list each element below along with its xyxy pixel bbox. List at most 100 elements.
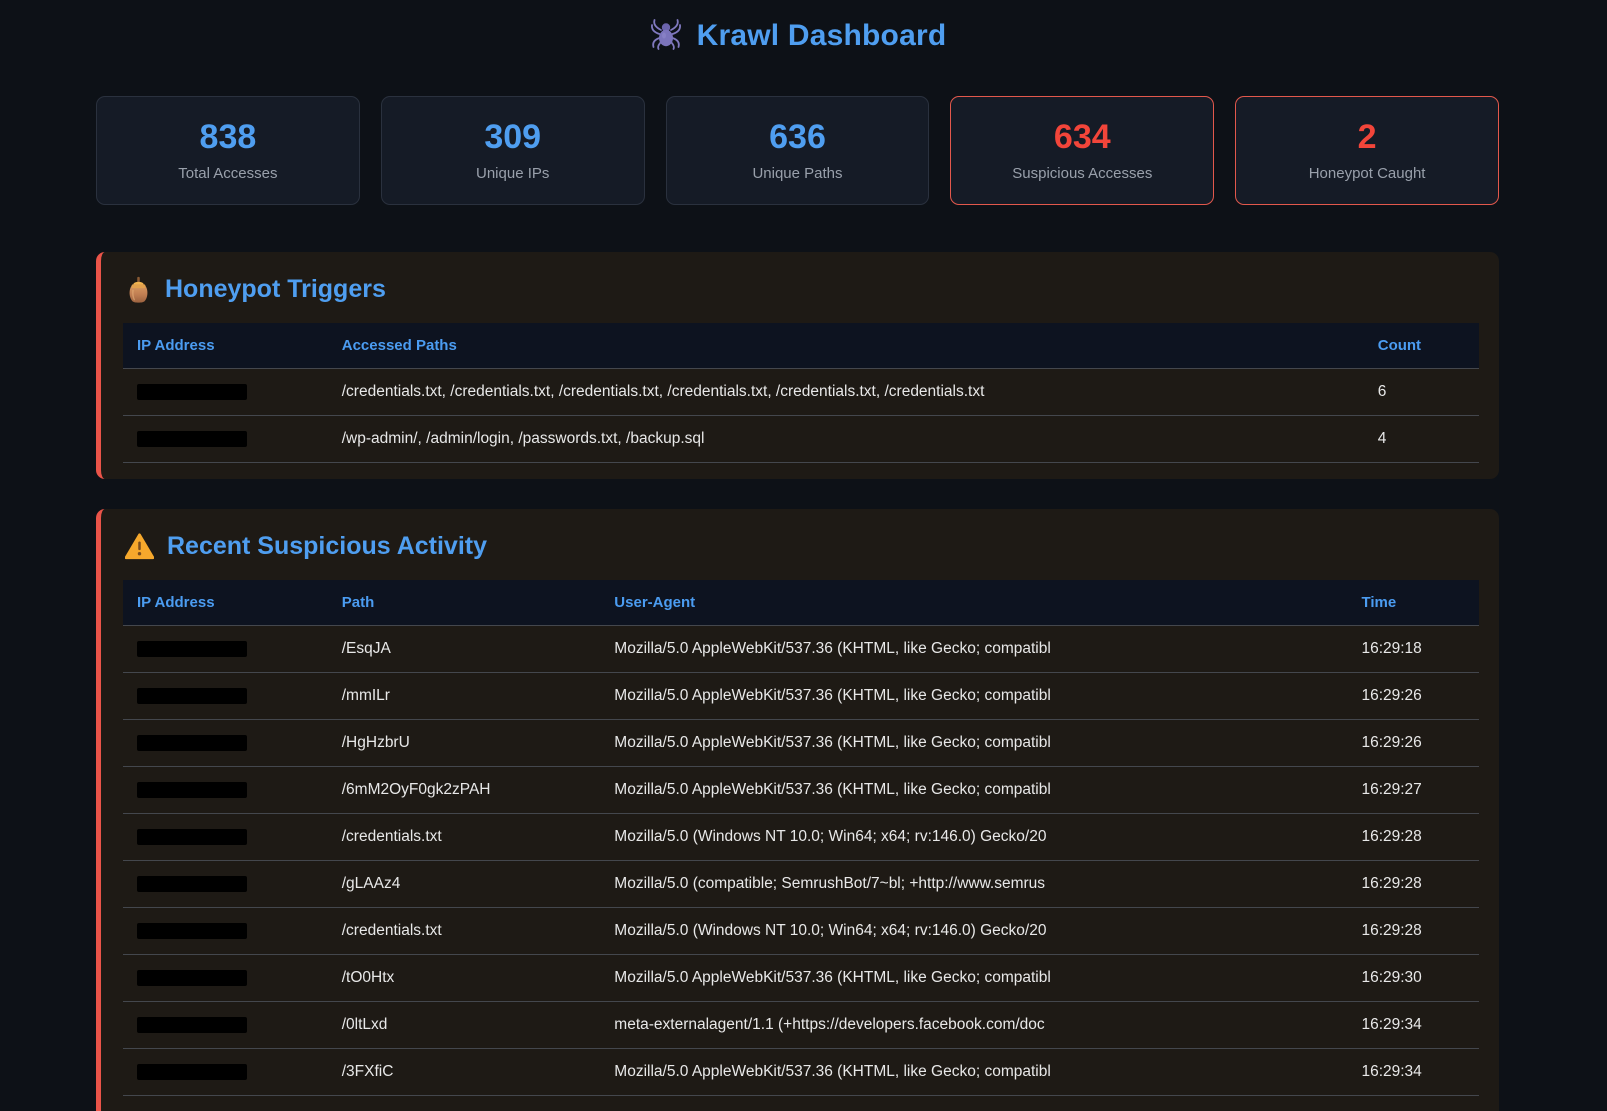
time-cell: 16:29:26: [1347, 719, 1479, 767]
stat-label: Total Accesses: [178, 164, 278, 182]
honeypot-triggers-panel: Honeypot Triggers IP Address Accessed Pa…: [96, 252, 1499, 479]
time-cell: 16:29:30: [1347, 954, 1479, 1002]
time-cell: 16:29:34: [1347, 1001, 1479, 1049]
redacted-ip: [137, 430, 247, 447]
page-header: Krawl Dashboard: [96, 16, 1499, 56]
path-cell: /EsqJA: [327, 625, 601, 673]
count-cell: 4: [1363, 415, 1479, 463]
stat-value: 309: [484, 117, 542, 156]
activity-table-row: /credentials.txt Mozilla/5.0 (Windows NT…: [123, 813, 1479, 861]
redacted-ip: [137, 383, 247, 400]
time-cell: 16:29:26: [1347, 672, 1479, 720]
suspicious-activity-table: IP Address Path User-Agent Time /EsqJA M…: [123, 580, 1479, 1096]
redacted-ip: [137, 1063, 247, 1080]
honeypot-icon: [125, 275, 152, 304]
time-cell: 16:29:18: [1347, 625, 1479, 673]
redacted-ip: [137, 828, 247, 845]
activity-table-row: /credentials.txt Mozilla/5.0 (Windows NT…: [123, 907, 1479, 955]
column-header-accessed-paths: Accessed Paths: [327, 323, 1364, 369]
activity-table-row: /6mM2OyF0gk2zPAH Mozilla/5.0 AppleWebKit…: [123, 766, 1479, 814]
time-cell: 16:29:27: [1347, 766, 1479, 814]
user-agent-cell: Mozilla/5.0 (Windows NT 10.0; Win64; x64…: [600, 907, 1348, 955]
activity-table-row: /tO0Htx Mozilla/5.0 AppleWebKit/537.36 (…: [123, 954, 1479, 1002]
stat-card-honeypot-caught: 2 Honeypot Caught: [1235, 96, 1499, 205]
ip-address-cell: [123, 813, 328, 861]
path-cell: /6mM2OyF0gk2zPAH: [327, 766, 601, 814]
user-agent-cell: Mozilla/5.0 AppleWebKit/537.36 (KHTML, l…: [600, 1048, 1348, 1096]
user-agent-cell: Mozilla/5.0 (compatible; SemrushBot/7~bl…: [600, 860, 1348, 908]
spider-icon: [649, 18, 683, 55]
ip-address-cell: [123, 860, 328, 908]
warning-icon: [125, 532, 154, 560]
column-header-path: Path: [327, 580, 601, 626]
stat-label: Unique IPs: [476, 164, 550, 182]
stat-card-unique-ips: 309 Unique IPs: [380, 96, 645, 205]
ip-address-cell: [123, 1048, 328, 1096]
path-cell: /3FXfiC: [327, 1048, 601, 1096]
redacted-ip: [137, 875, 247, 892]
path-cell: /tO0Htx: [327, 954, 601, 1002]
ip-address-cell: [123, 625, 328, 673]
activity-table-header-row: IP Address Path User-Agent Time: [123, 580, 1479, 626]
path-cell: /mmILr: [327, 672, 601, 720]
stat-card-unique-paths: 636 Unique Paths: [665, 96, 930, 205]
path-cell: /credentials.txt: [327, 907, 601, 955]
activity-table-row: /0ltLxd meta-externalagent/1.1 (+https:/…: [123, 1001, 1479, 1049]
stat-card-suspicious-accesses: 634 Suspicious Accesses: [950, 96, 1215, 205]
user-agent-cell: meta-externalagent/1.1 (+https://develop…: [600, 1001, 1348, 1049]
redacted-ip: [137, 640, 247, 657]
redacted-ip: [137, 687, 247, 704]
user-agent-cell: Mozilla/5.0 (Windows NT 10.0; Win64; x64…: [600, 813, 1348, 861]
stats-row: 838 Total Accesses 309 Unique IPs 636 Un…: [96, 96, 1499, 205]
ip-address-cell: [123, 1001, 328, 1049]
path-cell: /HgHzbrU: [327, 719, 601, 767]
ip-address-cell: [123, 907, 328, 955]
path-cell: /credentials.txt: [327, 813, 601, 861]
honeypot-table-row: /wp-admin/, /admin/login, /passwords.txt…: [123, 415, 1479, 463]
column-header-ip-address: IP Address: [123, 580, 328, 626]
column-header-user-agent: User-Agent: [600, 580, 1348, 626]
time-cell: 16:29:28: [1347, 907, 1479, 955]
honeypot-table-header-row: IP Address Accessed Paths Count: [123, 323, 1479, 369]
column-header-ip-address: IP Address: [123, 323, 328, 369]
stat-value: 636: [769, 117, 826, 156]
suspicious-activity-panel: Recent Suspicious Activity IP Address Pa…: [96, 509, 1499, 1111]
stat-value: 634: [1053, 117, 1111, 156]
user-agent-cell: Mozilla/5.0 AppleWebKit/537.36 (KHTML, l…: [600, 766, 1348, 814]
activity-table-row: /HgHzbrU Mozilla/5.0 AppleWebKit/537.36 …: [123, 719, 1479, 767]
accessed-paths-cell: /wp-admin/, /admin/login, /passwords.txt…: [327, 415, 1364, 463]
stat-label: Honeypot Caught: [1308, 164, 1426, 182]
page-title: Krawl Dashboard: [696, 19, 947, 52]
stat-label: Unique Paths: [752, 164, 843, 182]
stat-value: 2: [1357, 117, 1377, 156]
user-agent-cell: Mozilla/5.0 AppleWebKit/537.36 (KHTML, l…: [600, 672, 1348, 720]
redacted-ip: [137, 781, 247, 798]
ip-address-cell: [123, 954, 328, 1002]
redacted-ip: [137, 1016, 247, 1033]
time-cell: 16:29:28: [1347, 813, 1479, 861]
stat-value: 838: [199, 117, 257, 156]
honeypot-table-row: /credentials.txt, /credentials.txt, /cre…: [123, 368, 1479, 416]
time-cell: 16:29:34: [1347, 1048, 1479, 1096]
redacted-ip: [137, 922, 247, 939]
suspicious-activity-title: Recent Suspicious Activity: [125, 531, 1479, 561]
stat-card-total-accesses: 838 Total Accesses: [96, 96, 360, 205]
accessed-paths-cell: /credentials.txt, /credentials.txt, /cre…: [327, 368, 1364, 416]
user-agent-cell: Mozilla/5.0 AppleWebKit/537.36 (KHTML, l…: [600, 719, 1348, 767]
redacted-ip: [137, 734, 247, 751]
activity-table-row: /mmILr Mozilla/5.0 AppleWebKit/537.36 (K…: [123, 672, 1479, 720]
ip-address-cell: [123, 415, 328, 463]
honeypot-table: IP Address Accessed Paths Count /credent…: [123, 323, 1479, 463]
activity-table-row: /EsqJA Mozilla/5.0 AppleWebKit/537.36 (K…: [123, 625, 1479, 673]
user-agent-cell: Mozilla/5.0 AppleWebKit/537.36 (KHTML, l…: [600, 954, 1348, 1002]
redacted-ip: [137, 969, 247, 986]
activity-table-row: /gLAAz4 Mozilla/5.0 (compatible; Semrush…: [123, 860, 1479, 908]
ip-address-cell: [123, 672, 328, 720]
path-cell: /gLAAz4: [327, 860, 601, 908]
count-cell: 6: [1363, 368, 1479, 416]
time-cell: 16:29:28: [1347, 860, 1479, 908]
ip-address-cell: [123, 766, 328, 814]
ip-address-cell: [123, 368, 328, 416]
dashboard-root: Krawl Dashboard 838 Total Accesses 309 U…: [96, 0, 1499, 1111]
column-header-count: Count: [1363, 323, 1479, 369]
